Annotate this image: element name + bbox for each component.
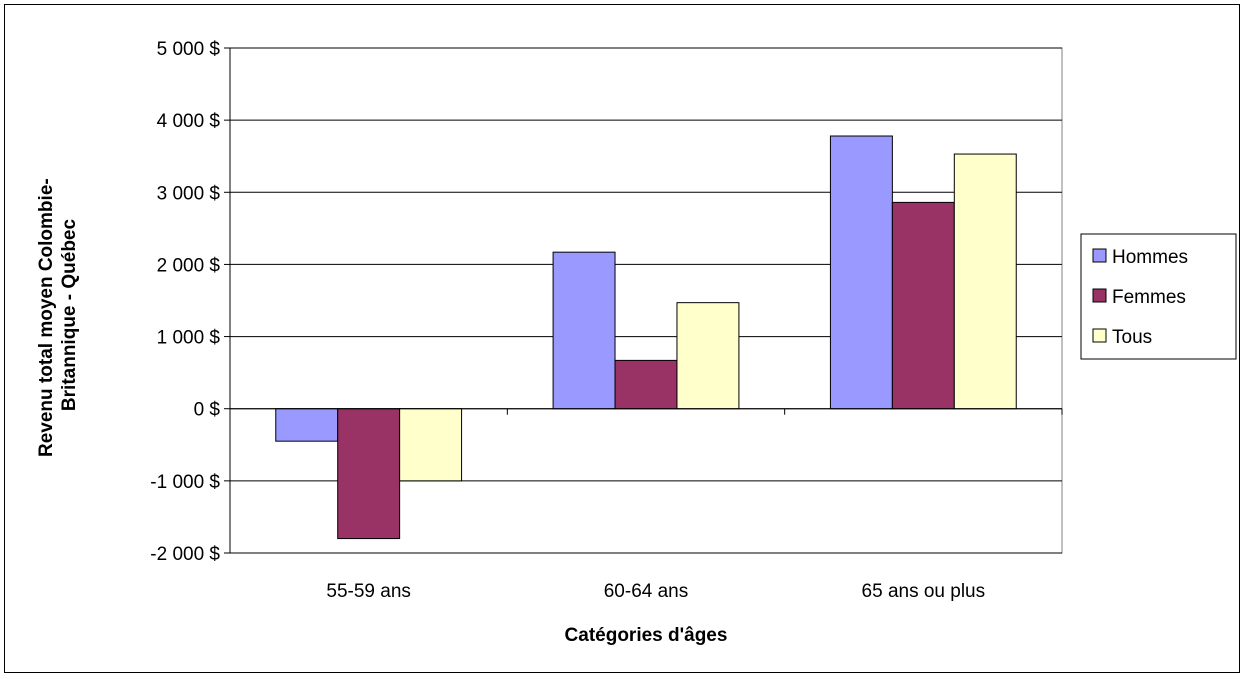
x-tick-label: 60-64 ans (604, 581, 689, 602)
y-tick-labels: -2 000 $ -1 000 $ 0 $ 1 000 $ 2 000 $ 3 000 $… (150, 39, 220, 565)
y-tick-label: -2 000 $ (150, 544, 220, 565)
bars (275, 135, 1017, 540)
y-tick-label: 1 000 $ (157, 328, 221, 349)
bar-hommes-1 (275, 408, 339, 442)
legend-box (1080, 233, 1237, 360)
legend-label-femmes: Femmes (1112, 287, 1186, 308)
y-tick-label: -1 000 $ (150, 472, 220, 493)
y-axis-title-line-1: Revenu total moyen Colombie- (36, 178, 57, 457)
bar-tous-1 (399, 408, 463, 482)
y-tick-label: 5 000 $ (157, 39, 221, 60)
legend-swatch-hommes (1092, 248, 1107, 263)
legend-swatch-femmes (1092, 288, 1107, 303)
legend: Hommes Femmes Tous (1080, 233, 1237, 360)
bar-tous-2 (676, 302, 740, 410)
x-axis-title: Catégories d'âges (565, 625, 728, 646)
y-axis-title-line-2: Britannique - Québec (59, 219, 80, 412)
axes (224, 47, 1063, 554)
bar-tous-3 (953, 153, 1017, 410)
x-tick-label: 65 ans ou plus (862, 581, 986, 602)
bar-femmes-2 (614, 359, 678, 410)
legend-label-hommes: Hommes (1112, 247, 1188, 268)
y-tick-label: 3 000 $ (157, 183, 221, 204)
x-tick-labels: 55-59 ans 60-64 ans 65 ans ou plus (326, 581, 985, 602)
y-tick-label: 2 000 $ (157, 255, 221, 276)
bar-hommes-2 (552, 251, 616, 410)
y-axis-title: Revenu total moyen Colombie- Britannique… (36, 173, 80, 457)
y-tick-label: 0 $ (194, 400, 221, 421)
legend-swatch-tous (1092, 328, 1107, 343)
bar-hommes-3 (829, 135, 893, 410)
x-tick-label: 55-59 ans (326, 581, 411, 602)
bar-femmes-1 (337, 408, 401, 540)
y-tick-label: 4 000 $ (157, 111, 221, 132)
legend-label-tous: Tous (1112, 327, 1152, 348)
bar-femmes-3 (891, 201, 955, 410)
